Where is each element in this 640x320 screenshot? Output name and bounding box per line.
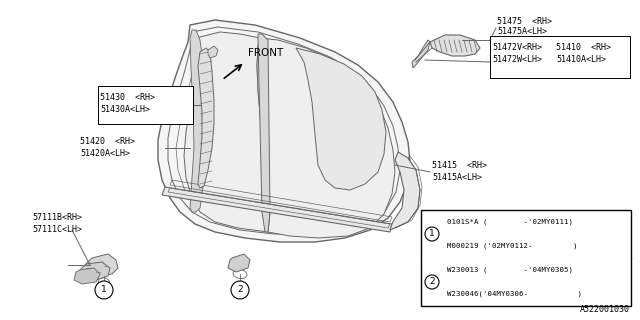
- Text: 51472W<LH>: 51472W<LH>: [492, 54, 542, 63]
- Ellipse shape: [98, 278, 110, 286]
- Text: 57111B<RH>: 57111B<RH>: [32, 213, 82, 222]
- Bar: [98, 86, 193, 124]
- Polygon shape: [228, 254, 250, 272]
- Circle shape: [425, 227, 439, 241]
- Circle shape: [231, 281, 249, 299]
- Polygon shape: [158, 20, 410, 242]
- Text: 51415A<LH>: 51415A<LH>: [432, 172, 482, 181]
- Polygon shape: [430, 35, 480, 56]
- Polygon shape: [412, 40, 430, 68]
- Polygon shape: [162, 187, 392, 232]
- Polygon shape: [190, 30, 206, 212]
- Text: 51475  <RH>: 51475 <RH>: [497, 18, 552, 27]
- Bar: [490, 36, 630, 78]
- Text: 1: 1: [101, 285, 107, 294]
- Polygon shape: [258, 34, 270, 232]
- Text: 2: 2: [237, 285, 243, 294]
- Polygon shape: [80, 262, 110, 280]
- Text: W230013 (        -'04MY0305): W230013 ( -'04MY0305): [447, 267, 573, 273]
- Text: 51472V<RH>: 51472V<RH>: [492, 44, 542, 52]
- Text: 51415  <RH>: 51415 <RH>: [432, 161, 487, 170]
- Polygon shape: [208, 46, 218, 58]
- Bar: [421, 210, 631, 306]
- Text: 1: 1: [429, 229, 435, 238]
- Polygon shape: [198, 48, 214, 188]
- Text: 51430A<LH>: 51430A<LH>: [100, 106, 150, 115]
- Ellipse shape: [233, 269, 247, 279]
- Text: 51410A<LH>: 51410A<LH>: [556, 54, 606, 63]
- Text: 51410  <RH>: 51410 <RH>: [556, 44, 611, 52]
- Text: W230046('04MY0306-           ): W230046('04MY0306- ): [447, 291, 582, 297]
- Text: 51420  <RH>: 51420 <RH>: [80, 137, 135, 146]
- Polygon shape: [257, 38, 395, 238]
- Text: 0101S*A (        -'02MY0111): 0101S*A ( -'02MY0111): [447, 219, 573, 225]
- Ellipse shape: [103, 264, 109, 268]
- Polygon shape: [390, 152, 420, 230]
- Polygon shape: [74, 268, 100, 284]
- Text: 51475A<LH>: 51475A<LH>: [497, 27, 547, 36]
- Polygon shape: [296, 48, 386, 190]
- Circle shape: [425, 275, 439, 289]
- Polygon shape: [86, 254, 118, 276]
- Polygon shape: [184, 32, 270, 232]
- Text: 51430  <RH>: 51430 <RH>: [100, 93, 155, 102]
- Text: 2: 2: [429, 277, 435, 286]
- Text: 51420A<LH>: 51420A<LH>: [80, 148, 130, 157]
- Ellipse shape: [85, 266, 91, 270]
- Text: M000219 ('02MY0112-         ): M000219 ('02MY0112- ): [447, 243, 577, 249]
- Text: 57111C<LH>: 57111C<LH>: [32, 226, 82, 235]
- Circle shape: [95, 281, 113, 299]
- Text: A522001030: A522001030: [580, 305, 630, 314]
- Ellipse shape: [95, 270, 101, 274]
- Text: FRONT: FRONT: [248, 48, 284, 58]
